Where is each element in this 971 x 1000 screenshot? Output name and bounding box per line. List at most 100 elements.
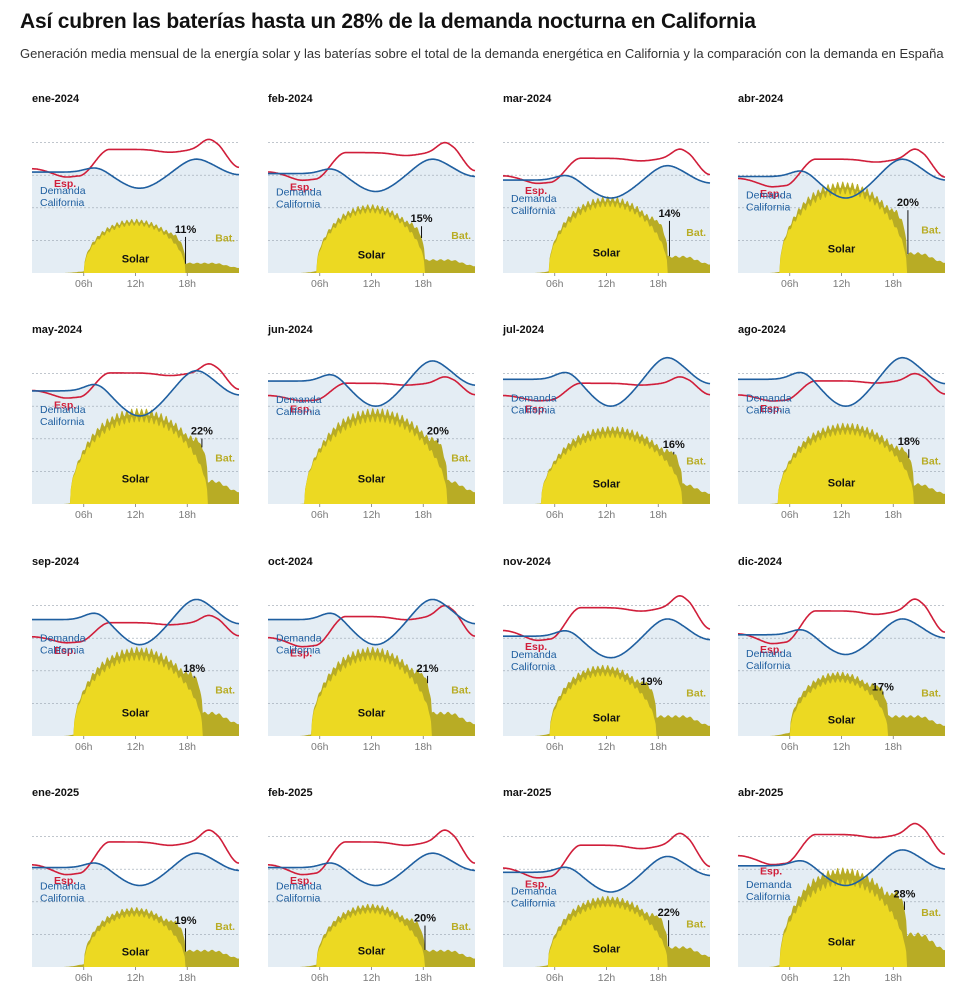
spain-demand-line	[268, 141, 476, 182]
solar-label: Solar	[828, 244, 856, 256]
battery-label: Bat.	[215, 921, 235, 933]
x-tick-label: 06h	[546, 278, 564, 290]
california-label-line1: Demanda	[511, 392, 557, 404]
spain-label: Esp.	[290, 403, 312, 415]
california-label-line1: Demanda	[40, 633, 86, 645]
california-demand-line	[503, 164, 711, 199]
spain-demand-line	[503, 148, 710, 185]
california-demand-area	[32, 159, 239, 273]
battery-label: Bat.	[451, 230, 471, 242]
x-tick-label: 12h	[833, 741, 851, 753]
spain-demand-line	[32, 362, 239, 399]
x-tick-label: 06h	[781, 972, 799, 984]
page-title: Así cubren las baterías hasta un 28% de …	[20, 10, 756, 33]
california-label-line2: California	[746, 404, 791, 416]
solar-area	[268, 909, 475, 967]
spain-demand-line	[31, 138, 240, 178]
spain-demand-line	[503, 376, 711, 402]
x-tick-label: 18h	[884, 509, 902, 521]
spain-label: Esp.	[54, 645, 76, 657]
x-tick-label: 12h	[598, 509, 616, 521]
california-label-line2: California	[511, 404, 556, 416]
california-label-line2: California	[511, 897, 556, 909]
x-tick-label: 18h	[178, 278, 196, 290]
x-tick-label: 12h	[598, 278, 616, 290]
x-tick-label: 18h	[414, 509, 432, 521]
spain-demand-line	[738, 598, 946, 645]
california-demand-line	[738, 849, 946, 887]
california-demand-line	[268, 360, 476, 408]
california-demand-line	[32, 369, 240, 417]
spain-label: Esp.	[525, 185, 547, 197]
solar-label: Solar	[122, 474, 150, 486]
california-label-line2: California	[746, 891, 791, 903]
solar-label: Solar	[358, 707, 386, 719]
solar-area	[32, 415, 239, 504]
california-label-line1: Demanda	[746, 648, 792, 660]
spain-label: Esp.	[760, 865, 782, 877]
spain-label: Esp.	[290, 648, 312, 660]
california-demand-line	[32, 158, 240, 189]
spain-label: Esp.	[525, 403, 547, 415]
california-label-line2: California	[511, 661, 556, 673]
solar-label: Solar	[593, 478, 621, 490]
solar-area	[32, 654, 239, 736]
spain-demand-line	[268, 376, 476, 402]
california-demand-line	[503, 356, 711, 408]
solar-area	[738, 879, 945, 967]
spain-demand-line	[738, 148, 946, 188]
x-tick-label: 18h	[884, 278, 902, 290]
spain-label: Esp.	[525, 641, 547, 653]
spain-demand-line	[32, 829, 240, 876]
battery-share-label: 16%	[663, 439, 685, 451]
battery-share-label: 22%	[191, 425, 213, 437]
panel-title: jun-2024	[267, 324, 314, 336]
california-demand-line	[503, 855, 711, 893]
x-tick-label: 18h	[649, 741, 667, 753]
solar-area	[738, 678, 945, 736]
california-label-line1: Demanda	[40, 881, 86, 893]
california-label-line1: Demanda	[40, 404, 86, 416]
solar-area	[32, 222, 239, 273]
california-label-line2: California	[746, 660, 791, 672]
panel-title: mar-2024	[503, 93, 552, 105]
california-demand-line	[32, 598, 240, 646]
x-tick-label: 18h	[414, 278, 432, 290]
x-tick-label: 12h	[363, 741, 381, 753]
x-tick-label: 06h	[75, 741, 93, 753]
california-demand-line	[738, 158, 946, 199]
x-tick-label: 12h	[833, 278, 851, 290]
battery-label: Bat.	[686, 687, 706, 699]
battery-label: Bat.	[686, 227, 706, 239]
x-tick-label: 18h	[884, 972, 902, 984]
battery-share-label: 22%	[658, 907, 680, 919]
battery-share-label: 19%	[175, 915, 197, 927]
x-tick-label: 06h	[781, 741, 799, 753]
solar-label: Solar	[358, 945, 386, 957]
panel-title: ene-2024	[32, 93, 80, 105]
spain-demand-line	[737, 822, 946, 866]
panel-title: nov-2024	[503, 556, 552, 568]
x-tick-label: 12h	[127, 741, 145, 753]
panel-title: mar-2025	[503, 787, 551, 799]
x-tick-label: 12h	[598, 741, 616, 753]
spain-demand-line	[503, 594, 711, 642]
spain-demand-line	[268, 604, 476, 648]
california-label-line2: California	[40, 645, 85, 657]
panel-title: feb-2024	[268, 93, 314, 105]
panel-title: ene-2025	[32, 787, 79, 799]
x-tick-label: 12h	[363, 509, 381, 521]
battery-share-label: 18%	[183, 663, 205, 675]
california-demand-line	[738, 618, 946, 656]
california-label-line2: California	[276, 199, 321, 211]
